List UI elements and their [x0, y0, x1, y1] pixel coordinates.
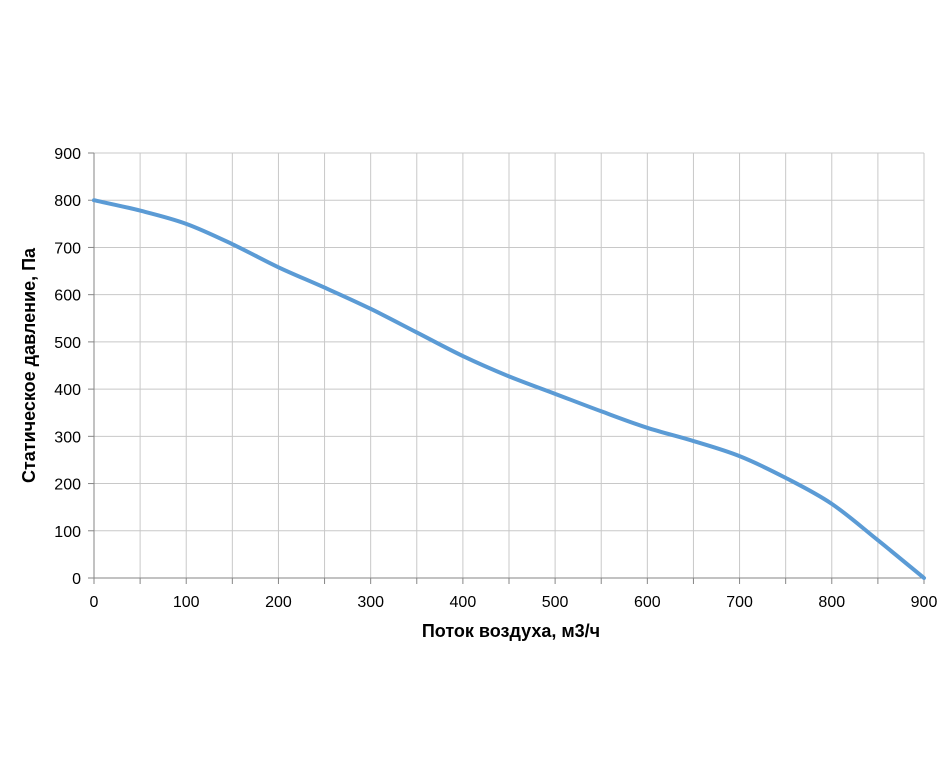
x-tick-label: 100	[173, 594, 200, 611]
axes	[88, 152, 925, 584]
y-tick-label: 900	[54, 146, 81, 163]
y-tick-label: 300	[54, 429, 81, 446]
y-axis-title: Статическое давление, Па	[19, 247, 39, 483]
series-line	[92, 198, 926, 580]
y-tick-label: 600	[54, 288, 81, 305]
y-tick-label: 500	[54, 335, 81, 352]
y-tick-label: 400	[54, 382, 81, 399]
y-tick-label: 200	[54, 477, 81, 494]
y-tick-label: 0	[72, 571, 81, 588]
x-tick-label: 200	[265, 594, 292, 611]
x-tick-label: 400	[450, 594, 477, 611]
x-tick-label: 500	[542, 594, 569, 611]
grid	[94, 152, 925, 578]
y-tick-label: 700	[54, 240, 81, 257]
x-tick-label: 800	[818, 594, 845, 611]
y-tick-label: 800	[54, 193, 81, 210]
y-tick-label: 100	[54, 524, 81, 541]
series-layer	[92, 198, 926, 580]
x-tick-label: 700	[726, 594, 753, 611]
tick-labels: 0 100 200 300 400 500 600 700 800 900 0 100 200 300 40…	[54, 146, 937, 611]
x-tick-label: 300	[357, 594, 384, 611]
x-tick-label: 600	[634, 594, 661, 611]
x-axis-title: Поток воздуха, м3/ч	[422, 621, 600, 641]
x-tick-label: 900	[911, 594, 938, 611]
x-tick-label: 0	[90, 594, 99, 611]
